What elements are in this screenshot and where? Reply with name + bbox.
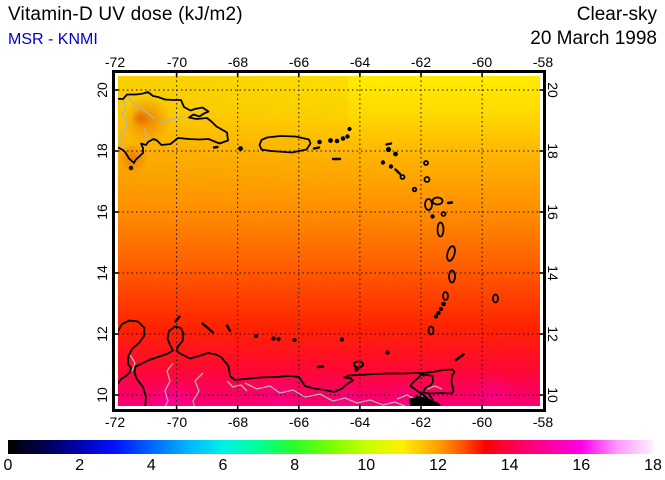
sky-condition-label: Clear-sky: [576, 4, 657, 25]
colorbar-label: 0: [3, 457, 13, 474]
data-source-label: MSR - KNMI: [8, 31, 98, 48]
lat-tick-right: 18: [545, 143, 561, 159]
guadeloupe-grande-terre: [431, 196, 444, 206]
antigua: [423, 176, 431, 183]
lon-tick-bottom: -62: [410, 414, 432, 430]
lon-tick-top: -66: [288, 54, 310, 70]
lat-tick-left: 12: [94, 326, 110, 342]
small-islands: [128, 126, 465, 372]
barbuda: [423, 160, 429, 166]
dominica: [436, 221, 445, 238]
colorbar-label: 16: [572, 457, 591, 474]
rivers-and-borders: [118, 94, 443, 406]
marie-galante: [440, 211, 447, 217]
st-lucia: [448, 269, 456, 284]
colorbar-label: 18: [644, 457, 662, 474]
lat-tick-right: 12: [545, 326, 561, 342]
lon-tick-top: -64: [349, 54, 371, 70]
lon-tick-top: -58: [532, 54, 554, 70]
colorbar-label: 2: [75, 457, 85, 474]
uv-dose-map: [115, 73, 543, 409]
page-title: Vitamin-D UV dose (kJ/m2): [8, 4, 243, 25]
margarita: [353, 360, 364, 369]
orinoco-delta: [409, 392, 441, 406]
lat-tick-right: 16: [545, 204, 561, 220]
axis-ticks: [115, 73, 543, 409]
colorbar: [8, 440, 653, 454]
montserrat: [411, 186, 418, 193]
lon-tick-bottom: -70: [166, 414, 188, 430]
graticule-gridlines: [118, 76, 540, 406]
colorbar-label: 4: [146, 457, 156, 474]
date-label: 20 March 1998: [530, 28, 657, 49]
colorbar-label: 12: [429, 457, 447, 474]
lon-tick-top: -60: [471, 54, 493, 70]
colorbar-label: 8: [290, 457, 300, 474]
coastlines: [118, 91, 499, 406]
lon-tick-bottom: -64: [349, 414, 371, 430]
st-vincent: [442, 291, 449, 301]
lon-tick-top: -72: [104, 54, 126, 70]
lon-tick-top: -70: [166, 54, 188, 70]
lat-tick-right: 20: [545, 82, 561, 98]
lat-tick-right: 10: [545, 387, 561, 403]
grenada: [427, 325, 435, 336]
hispaniola-coast: [118, 91, 229, 164]
lon-tick-bottom: -72: [104, 414, 126, 430]
lat-tick-left: 14: [94, 265, 110, 281]
lon-tick-top: -62: [410, 54, 432, 70]
lon-tick-bottom: -60: [471, 414, 493, 430]
lon-tick-bottom: -66: [288, 414, 310, 430]
colorbar-label: 10: [357, 457, 376, 474]
lat-tick-left: 10: [94, 387, 110, 403]
lon-tick-bottom: -58: [532, 414, 554, 430]
trinidad-coast: [422, 368, 456, 395]
lat-tick-left: 18: [94, 143, 110, 159]
lat-tick-left: 20: [94, 82, 110, 98]
barbados: [492, 293, 499, 304]
colorbar-label: 14: [500, 457, 519, 474]
nevis: [399, 174, 406, 180]
colorbar-label: 6: [218, 457, 228, 474]
lat-tick-right: 14: [545, 265, 561, 281]
venezuela-coast: [133, 325, 434, 406]
lat-tick-left: 16: [94, 204, 110, 220]
guadeloupe: [424, 198, 433, 211]
map-frame: [112, 70, 546, 412]
lon-tick-top: -68: [227, 54, 249, 70]
guajira-maracaibo-coast: [118, 319, 146, 386]
puerto-rico-coast: [258, 135, 312, 154]
martinique: [446, 245, 456, 262]
lon-tick-bottom: -68: [227, 414, 249, 430]
